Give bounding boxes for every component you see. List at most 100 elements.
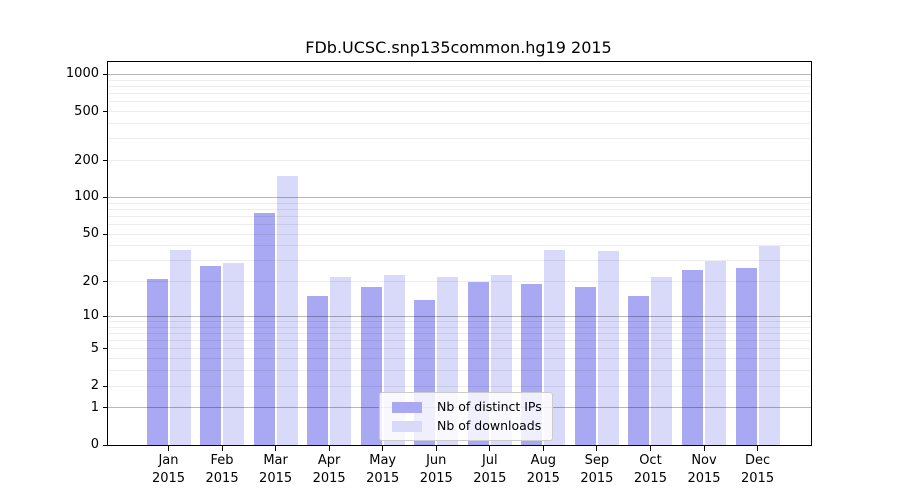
major-gridline xyxy=(108,315,811,317)
y-tick-label: 2 xyxy=(90,378,99,394)
x-tick-label-line: Feb xyxy=(210,453,234,468)
legend-label-downloads: Nb of downloads xyxy=(437,418,542,433)
y-tick-label: 1 xyxy=(90,399,99,415)
bar-distinct-ips xyxy=(253,212,275,445)
x-tick-label: Jul 2015 xyxy=(455,452,525,488)
x-tick-mark xyxy=(328,446,330,451)
y-tick-label: 200 xyxy=(74,152,99,168)
major-gridline xyxy=(108,196,811,198)
minor-gridline xyxy=(108,326,811,328)
y-tick-mark xyxy=(103,385,108,387)
y-tick-mark xyxy=(103,281,108,283)
legend: Nb of distinct IPs Nb of downloads xyxy=(379,392,553,441)
x-tick-label: May 2015 xyxy=(348,452,418,488)
plot-area: Nb of distinct IPs Nb of downloads 1000 5… xyxy=(66,61,812,486)
legend-swatch-distinct-ips xyxy=(392,401,422,413)
x-tick-label-line: 2015 xyxy=(741,471,775,486)
y-tick-label: 10 xyxy=(82,308,99,324)
legend-item-distinct-ips: Nb of distinct IPs xyxy=(392,400,542,414)
bar-downloads xyxy=(597,251,619,445)
x-tick-label-line: 2015 xyxy=(687,471,721,486)
bar-distinct-ips xyxy=(682,270,703,445)
minor-gridline xyxy=(108,160,811,162)
y-tick-mark xyxy=(103,111,108,113)
y-tick-label: 100 xyxy=(74,189,99,205)
x-tick-label-line: Dec xyxy=(744,453,771,468)
x-tick-mark xyxy=(703,446,705,451)
minor-gridline xyxy=(108,202,811,204)
x-tick-label: Jun 2015 xyxy=(401,452,471,488)
x-tick-label-line: Apr xyxy=(317,453,341,468)
x-tick-mark xyxy=(382,446,384,451)
minor-gridline xyxy=(108,321,811,322)
legend-label-distinct-ips: Nb of distinct IPs xyxy=(437,399,542,414)
x-tick-mark xyxy=(757,446,759,451)
bar-downloads xyxy=(276,175,298,445)
x-tick-label: Feb 2015 xyxy=(187,452,257,488)
y-tick-label: 20 xyxy=(82,273,99,289)
y-tick-label: 50 xyxy=(82,226,99,242)
x-tick-mark xyxy=(596,446,598,451)
minor-gridline xyxy=(108,281,811,283)
x-tick-label-line: Nov xyxy=(691,453,717,468)
minor-gridline xyxy=(108,85,811,87)
x-tick-label-line: 2015 xyxy=(473,471,507,486)
x-tick-label-line: Jun xyxy=(426,453,447,468)
bar-distinct-ips xyxy=(628,296,650,445)
x-tick-label-line: Oct xyxy=(639,453,662,468)
y-tick-label: 1000 xyxy=(65,66,99,82)
y-tick-label: 0 xyxy=(90,437,99,452)
y-tick-mark xyxy=(103,196,108,198)
x-tick-label-line: Sep xyxy=(584,453,610,468)
minor-gridline xyxy=(108,208,811,210)
x-tick-label-line: 2015 xyxy=(633,471,667,486)
bar-distinct-ips xyxy=(146,279,168,445)
minor-gridline xyxy=(108,138,811,140)
x-tick-label-line: Aug xyxy=(530,453,557,468)
x-tick-label-line: 2015 xyxy=(259,471,293,486)
minor-gridline xyxy=(108,215,811,217)
x-tick-label-line: 2015 xyxy=(580,471,614,486)
minor-gridline xyxy=(108,224,811,225)
x-tick-label-line: Jul xyxy=(481,453,498,468)
x-tick-label-line: Mar xyxy=(263,453,288,468)
bar-distinct-ips xyxy=(574,287,596,445)
x-tick-mark xyxy=(168,446,169,451)
y-tick-label: 5 xyxy=(90,340,99,356)
x-tick-label: Apr 2015 xyxy=(294,452,364,488)
x-tick-label-line: 2015 xyxy=(205,471,239,486)
x-tick-mark xyxy=(489,446,491,451)
bar-downloads xyxy=(651,276,673,445)
chart-title: FDb.UCSC.snp135common.hg19 2015 xyxy=(305,38,612,57)
bar-distinct-ips xyxy=(360,287,382,445)
legend-item-downloads: Nb of downloads xyxy=(392,419,542,433)
x-tick-label: Aug 2015 xyxy=(508,452,578,488)
minor-gridline xyxy=(108,340,811,342)
minor-gridline xyxy=(108,385,811,387)
minor-gridline xyxy=(108,101,811,103)
bar-distinct-ips xyxy=(200,266,222,445)
x-tick-label-line: Jan xyxy=(158,453,179,468)
x-tick-label: Jan 2015 xyxy=(134,452,204,488)
x-tick-label-line: 2015 xyxy=(526,471,560,486)
minor-gridline xyxy=(108,79,811,81)
y-tick-label: 500 xyxy=(74,103,99,119)
x-tick-label-line: 2015 xyxy=(366,471,400,486)
bar-downloads xyxy=(705,260,726,445)
minor-gridline xyxy=(108,260,811,262)
x-tick-label-line: May xyxy=(369,453,397,468)
x-tick-label-line: 2015 xyxy=(151,471,186,486)
x-tick-label: Oct 2015 xyxy=(615,452,685,488)
bar-downloads xyxy=(223,262,245,445)
x-tick-mark xyxy=(275,446,277,451)
legend-swatch-downloads xyxy=(392,420,422,432)
x-tick-label: Mar 2015 xyxy=(241,452,311,488)
bar-downloads xyxy=(169,249,191,445)
y-tick-mark xyxy=(103,233,108,235)
y-tick-mark xyxy=(103,315,108,317)
y-tick-mark xyxy=(103,348,108,350)
bar-distinct-ips xyxy=(735,268,757,445)
minor-gridline xyxy=(108,348,811,350)
y-tick-mark xyxy=(103,407,108,409)
